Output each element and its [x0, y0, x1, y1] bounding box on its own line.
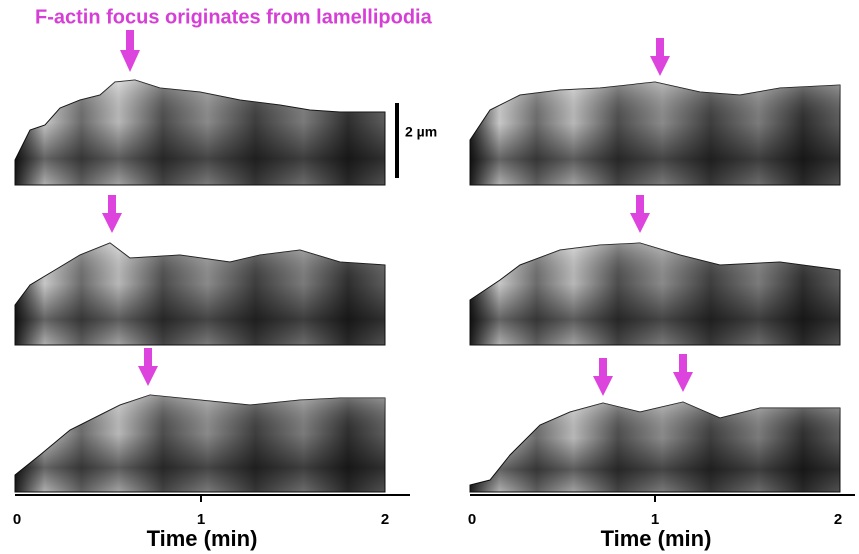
kymograph-shade [470, 82, 840, 185]
arrow [650, 38, 670, 76]
kymograph-shade [15, 395, 385, 492]
kymograph-shade [470, 402, 840, 492]
axis-left: 0 1 2 Time (min) [13, 494, 410, 551]
arrow [138, 348, 158, 386]
arrow [673, 354, 693, 392]
kymograph-shade [15, 243, 385, 345]
axis-label: Time (min) [601, 526, 712, 551]
arrow [593, 358, 613, 396]
arrow [630, 195, 650, 233]
tick-label: 0 [13, 511, 21, 528]
arrows [102, 30, 693, 396]
kymograph-shade [15, 80, 385, 185]
tick-label: 1 [651, 511, 659, 528]
figure-title: F-actin focus originates from lamellipod… [35, 6, 433, 28]
axis-label: Time (min) [147, 526, 258, 551]
tick-label: 0 [468, 511, 476, 528]
axis-right: 0 1 2 Time (min) [468, 494, 855, 551]
tick-label: 2 [381, 511, 389, 528]
arrow [120, 30, 140, 72]
tick-label: 2 [834, 511, 842, 528]
kymograph-shade [470, 243, 840, 345]
tick-label: 1 [197, 511, 205, 528]
arrow [102, 195, 122, 233]
scale-bar-label: 2 µm [405, 124, 437, 140]
kymographs [14, 79, 841, 493]
